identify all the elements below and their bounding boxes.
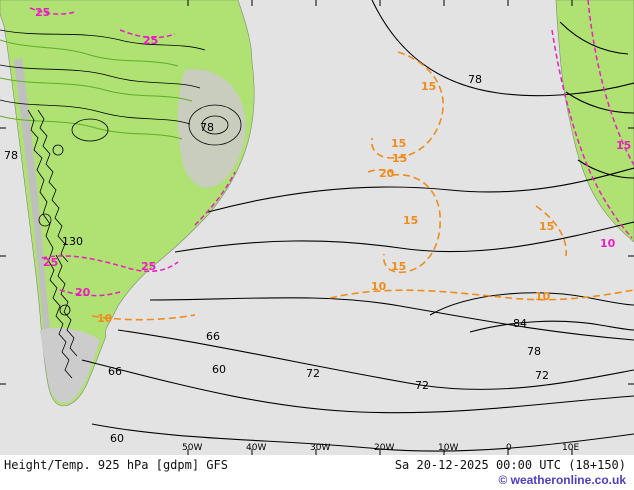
weather-map-canvas	[0, 0, 634, 455]
patagonia-terrain	[40, 328, 100, 403]
copyright-row: © weatheronline.co.uk	[0, 472, 634, 487]
map-edge-ticks	[0, 0, 634, 455]
africa-landmass	[555, 0, 634, 243]
south-america-landmass	[0, 0, 255, 407]
footer-caption-row: Height/Temp. 925 hPa [gdpm] GFS Sa 20-12…	[0, 455, 634, 472]
green-land-contours	[0, 39, 193, 140]
temperature-contours-orange	[91, 51, 634, 321]
copyright-link[interactable]: © weatheronline.co.uk	[498, 473, 626, 487]
map-datetime: Sa 20-12-2025 00:00 UTC (18+150)	[394, 458, 626, 472]
map-title: Height/Temp. 925 hPa [gdpm] GFS	[4, 458, 228, 472]
andes-terrain	[14, 58, 70, 402]
temperature-contours-magenta	[29, 0, 634, 297]
brazil-highlands-terrain	[177, 69, 246, 188]
terrain-height-contours	[0, 29, 242, 379]
map-area: 78 78 78 130 66 66 60 60 72 72 72 78 84 15 15 15 20 15 15 1…	[0, 0, 634, 455]
height-contours	[81, 0, 634, 452]
footer-bar: Height/Temp. 925 hPa [gdpm] GFS Sa 20-12…	[0, 455, 634, 490]
africa-coastline	[555, 0, 634, 243]
